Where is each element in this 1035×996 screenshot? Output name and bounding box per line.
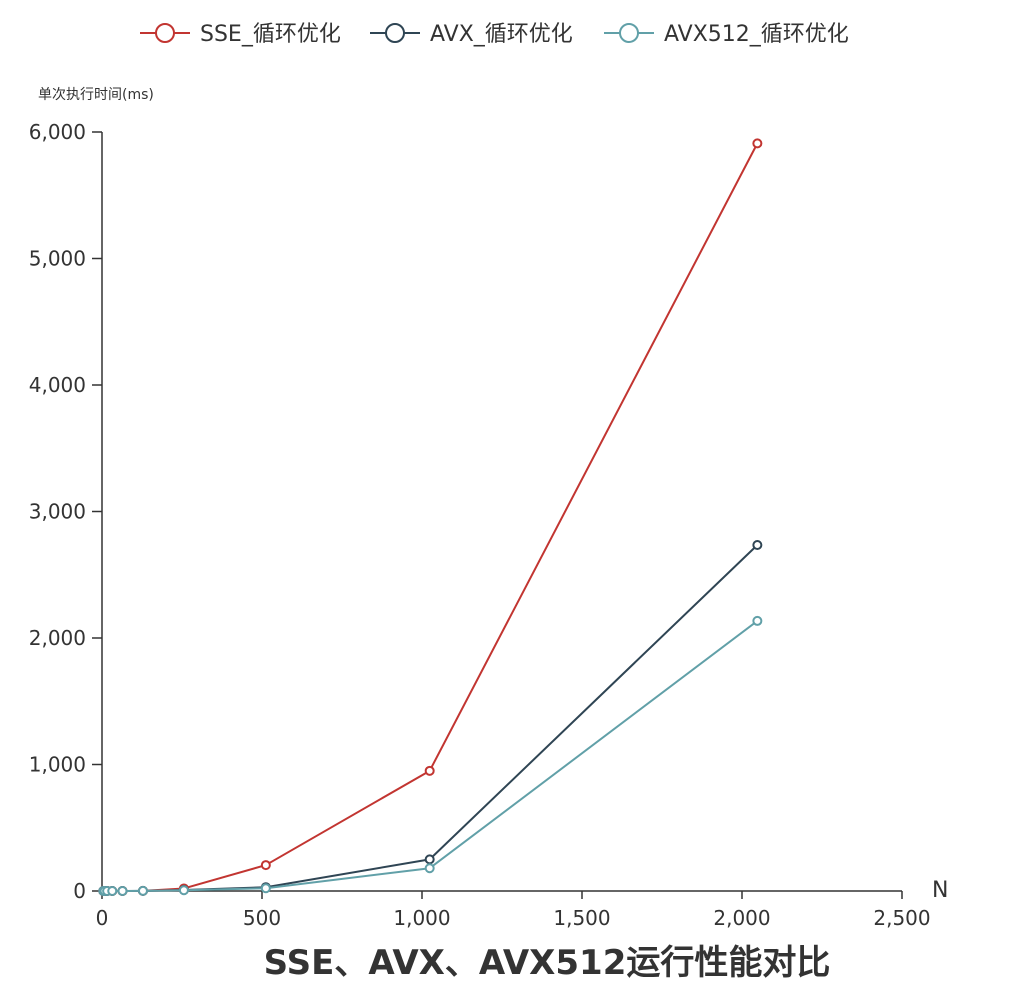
- series-line: [103, 620, 758, 892]
- y-tick-label: 5,000: [29, 247, 86, 271]
- x-tick-label: 0: [96, 906, 109, 930]
- y-axis: 0 1,000 2,000 3,000 4,000 5,000 6,000: [29, 120, 103, 903]
- y-tick-label: 2,000: [29, 626, 86, 650]
- series-group: [98, 615, 763, 896]
- data-point[interactable]: [137, 885, 148, 896]
- x-axis: 0 500 1,000 1,500 2,000 2,500: [96, 890, 931, 930]
- legend-item[interactable]: AVX512_循环优化: [604, 22, 849, 47]
- x-tick-label: 2,500: [873, 906, 930, 930]
- legend-label: AVX_循环优化: [430, 22, 573, 47]
- y-tick-label: 0: [73, 879, 86, 903]
- chart-title: SSE、AVX、AVX512运行性能对比: [264, 943, 831, 983]
- data-point[interactable]: [752, 138, 763, 149]
- legend[interactable]: SSE_循环优化 AVX_循环优化 AVX512_循环优化: [140, 22, 849, 47]
- data-point[interactable]: [424, 854, 435, 865]
- y-tick-label: 4,000: [29, 373, 86, 397]
- x-tick-label: 1,500: [553, 906, 610, 930]
- x-tick-label: 500: [243, 906, 281, 930]
- x-tick-label: 1,000: [393, 906, 450, 930]
- data-point[interactable]: [107, 886, 118, 896]
- x-tick-label: 2,000: [713, 906, 770, 930]
- series-group: [98, 540, 763, 896]
- data-point[interactable]: [260, 860, 271, 871]
- legend-circle-marker: [155, 23, 175, 43]
- y-tick-label: 3,000: [29, 500, 86, 524]
- data-point[interactable]: [752, 540, 763, 551]
- data-point[interactable]: [752, 615, 763, 626]
- legend-circle-marker: [385, 23, 405, 43]
- plot-area: [98, 138, 763, 896]
- y-tick-label: 6,000: [29, 120, 86, 144]
- series-line: [103, 142, 759, 892]
- legend-label: SSE_循环优化: [200, 22, 341, 47]
- data-point[interactable]: [117, 886, 128, 896]
- y-axis-label: 单次执行时间(ms): [38, 87, 154, 103]
- data-point[interactable]: [260, 883, 271, 894]
- legend-item[interactable]: SSE_循环优化: [140, 22, 341, 47]
- data-point[interactable]: [424, 863, 435, 874]
- legend-label: AVX512_循环优化: [664, 22, 849, 47]
- legend-circle-marker: [619, 23, 639, 43]
- data-point[interactable]: [178, 885, 189, 896]
- data-point[interactable]: [424, 765, 435, 776]
- series-line: [103, 544, 759, 892]
- series-group: [98, 138, 763, 896]
- legend-item[interactable]: AVX_循环优化: [370, 22, 573, 47]
- x-axis-label: N: [932, 878, 948, 903]
- y-tick-label: 1,000: [29, 753, 86, 777]
